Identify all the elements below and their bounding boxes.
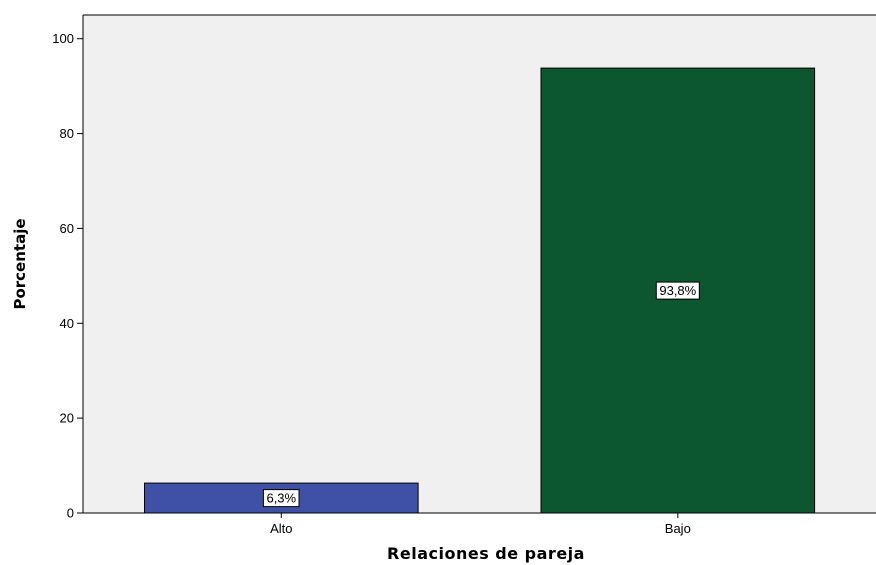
- x-tick-label-bajo: Bajo: [665, 521, 691, 536]
- data-label-box: [655, 281, 700, 300]
- data-label-box: [262, 489, 300, 508]
- x-axis-title: Relaciones de pareja: [387, 544, 585, 563]
- y-tick-label-100: 100: [52, 31, 74, 46]
- x-ticks-layer: Alto Bajo: [270, 513, 691, 536]
- x-tick-label-alto: Alto: [270, 521, 292, 536]
- y-tick-label-0: 0: [67, 506, 74, 521]
- data-label-text: 6,3%: [266, 491, 296, 506]
- y-ticks-layer: 0 20 40 60 80 100: [52, 31, 83, 521]
- data-label-bajo: 93,8%: [655, 281, 700, 300]
- y-tick-label-20: 20: [60, 411, 74, 426]
- data-labels-layer: 6,3% 93,8%: [262, 281, 700, 508]
- data-label-text: 93,8%: [659, 283, 696, 298]
- y-axis-title: Porcentaje: [11, 218, 29, 309]
- data-label-alto: 6,3%: [262, 489, 300, 508]
- y-tick-label-40: 40: [60, 316, 74, 331]
- y-tick-label-60: 60: [60, 221, 74, 236]
- y-tick-label-80: 80: [60, 126, 74, 141]
